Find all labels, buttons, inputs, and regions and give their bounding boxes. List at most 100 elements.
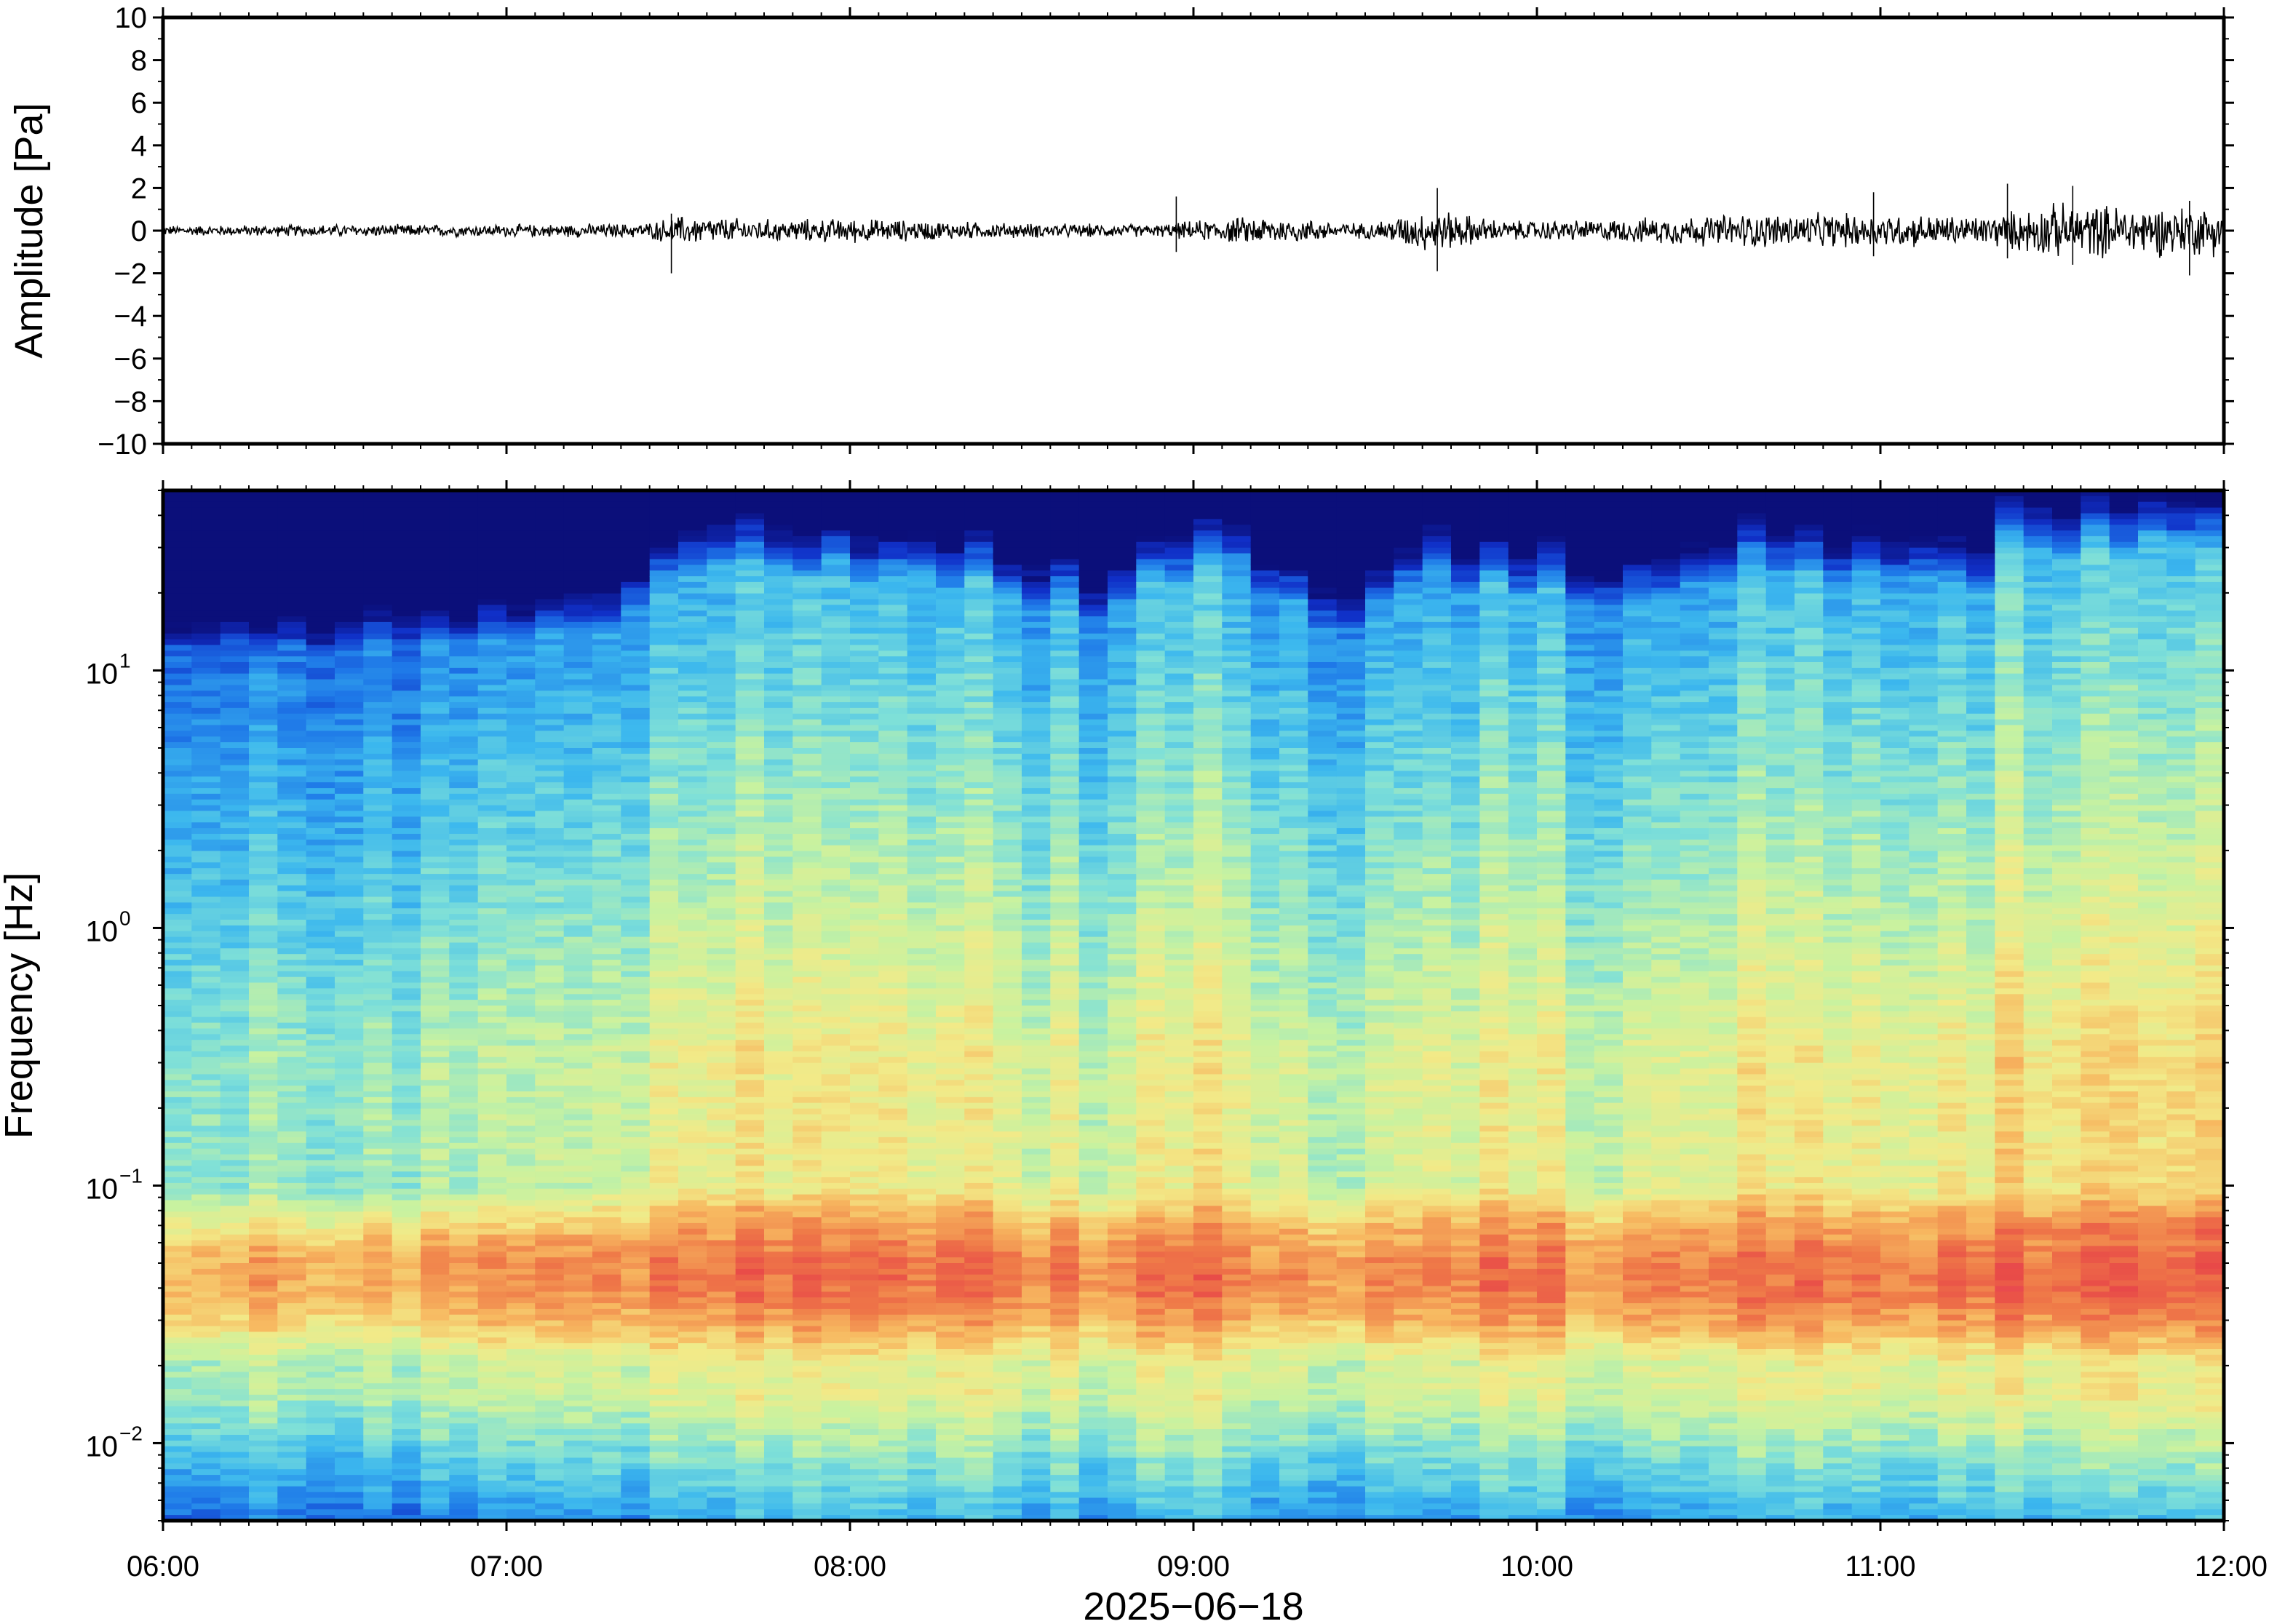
spectrogram-cell xyxy=(707,988,736,995)
spectrogram-cell xyxy=(191,1034,221,1040)
spectrogram-cell xyxy=(821,1274,851,1281)
spectrogram-cell xyxy=(821,1383,851,1390)
spectrogram-cell xyxy=(335,960,365,966)
spectrogram-cell xyxy=(506,1308,536,1315)
spectrogram-cell xyxy=(735,1074,765,1081)
spectrogram-cell xyxy=(535,868,565,875)
spectrogram-cell xyxy=(477,581,507,589)
spectrogram-cell xyxy=(592,1056,622,1064)
spectrogram-cell xyxy=(850,1475,880,1481)
spectrogram-cell xyxy=(277,1406,307,1413)
spectrogram-cell xyxy=(449,1126,479,1132)
spectrogram-cell xyxy=(277,1142,307,1150)
spectrogram-cell xyxy=(792,811,822,818)
spectrogram-cell xyxy=(277,1131,307,1138)
spectrogram-cell xyxy=(477,1166,507,1172)
spectrogram-cell xyxy=(621,599,651,606)
spectrogram-cell xyxy=(792,1337,822,1344)
spectrogram-cell xyxy=(678,885,708,892)
spectrogram-cell xyxy=(421,1503,450,1510)
spectrogram-cell xyxy=(649,1509,679,1516)
spectrogram-cell xyxy=(163,994,193,1000)
spectrogram-cell xyxy=(850,1457,880,1465)
spectrogram-cell xyxy=(850,690,880,697)
spectrogram-cell xyxy=(220,525,250,531)
spectrogram-cell xyxy=(764,1056,794,1064)
spectrogram-cell xyxy=(477,1497,507,1505)
spectrogram-cell xyxy=(335,559,365,566)
spectrogram-cell xyxy=(306,1280,335,1287)
spectrogram-cell xyxy=(249,1062,279,1070)
spectrogram-cell xyxy=(163,1222,193,1230)
spectrogram-cell xyxy=(220,1417,250,1425)
spectrogram-cell xyxy=(707,1303,736,1310)
spectrogram-cell xyxy=(191,1160,221,1167)
spectrogram-cell xyxy=(592,759,622,766)
spectrogram-cell xyxy=(163,748,193,755)
spectrogram-cell xyxy=(163,656,193,663)
spectrogram-cell xyxy=(563,1280,593,1287)
spectrogram-cell xyxy=(392,696,421,703)
spectrogram-cell xyxy=(477,976,507,984)
spectrogram-cell xyxy=(449,731,479,738)
spectrogram-cell xyxy=(792,1406,822,1413)
spectrogram-cell xyxy=(535,971,565,978)
spectrogram-cell xyxy=(678,793,708,800)
spectrogram-cell xyxy=(621,1034,651,1040)
spectrogram-cell xyxy=(764,1383,794,1390)
spectrogram-cell xyxy=(821,1120,851,1126)
spectrogram-cell xyxy=(363,982,393,990)
spectrogram-cell xyxy=(649,811,679,818)
spectrogram-cell xyxy=(735,690,765,697)
spectrogram-cell xyxy=(477,530,507,537)
spectrogram-cell xyxy=(707,547,736,554)
spectrogram-cell xyxy=(678,1303,708,1310)
spectrogram-cell xyxy=(306,1303,335,1310)
spectrogram-cell xyxy=(477,920,507,926)
spectrogram-cell xyxy=(563,656,593,663)
spectrogram-cell xyxy=(649,501,679,509)
spectrogram-cell xyxy=(363,1383,393,1390)
spectrogram-cell xyxy=(306,1051,335,1058)
spectrogram-cell xyxy=(707,1435,736,1441)
spectrogram-cell xyxy=(335,920,365,926)
spectrogram-cell xyxy=(735,971,765,978)
spectrogram-cell xyxy=(163,1211,193,1218)
spectrogram-cell xyxy=(764,748,794,755)
spectrogram-cell xyxy=(249,1268,279,1275)
spectrogram-cell xyxy=(477,1412,507,1419)
spectrogram-cell xyxy=(506,1068,536,1075)
spectrogram-cell xyxy=(850,1080,880,1086)
spectrogram-cell xyxy=(707,513,736,520)
spectrogram-cell xyxy=(421,1148,450,1155)
spectrogram-cell xyxy=(392,1314,421,1321)
spectrogram-cell xyxy=(306,1366,335,1373)
spectrogram-cell xyxy=(850,1177,880,1184)
spectrogram-cell xyxy=(363,1114,393,1121)
spectrogram-cell xyxy=(335,816,365,824)
spectrogram-cell xyxy=(878,1137,908,1144)
spectrogram-cell xyxy=(220,1222,250,1230)
spectrogram-cell xyxy=(678,1440,708,1447)
spectrogram-cell xyxy=(335,1308,365,1315)
spectrogram-cell xyxy=(792,1286,822,1293)
spectrogram-cell xyxy=(850,1377,880,1384)
spectrogram-cell xyxy=(764,719,794,726)
spectrogram-cell xyxy=(792,982,822,990)
spectrogram-cell xyxy=(878,679,908,686)
spectrogram-cell xyxy=(363,811,393,818)
spectrogram-cell xyxy=(477,828,507,835)
spectrogram-cell xyxy=(449,1360,479,1367)
spectrogram-cell xyxy=(649,816,679,824)
spectrogram-cell xyxy=(421,1142,450,1150)
spectrogram-cell xyxy=(563,748,593,755)
spectrogram-cell xyxy=(191,1171,221,1178)
spectrogram-cell xyxy=(850,862,880,869)
spectrogram-cell xyxy=(678,1463,708,1470)
spectrogram-cell xyxy=(191,713,221,720)
spectrogram-cell xyxy=(563,581,593,589)
spectrogram-cell xyxy=(421,776,450,783)
spectrogram-cell xyxy=(535,1222,565,1230)
spectrogram-cell xyxy=(850,1154,880,1161)
spectrogram-cell xyxy=(621,828,651,835)
